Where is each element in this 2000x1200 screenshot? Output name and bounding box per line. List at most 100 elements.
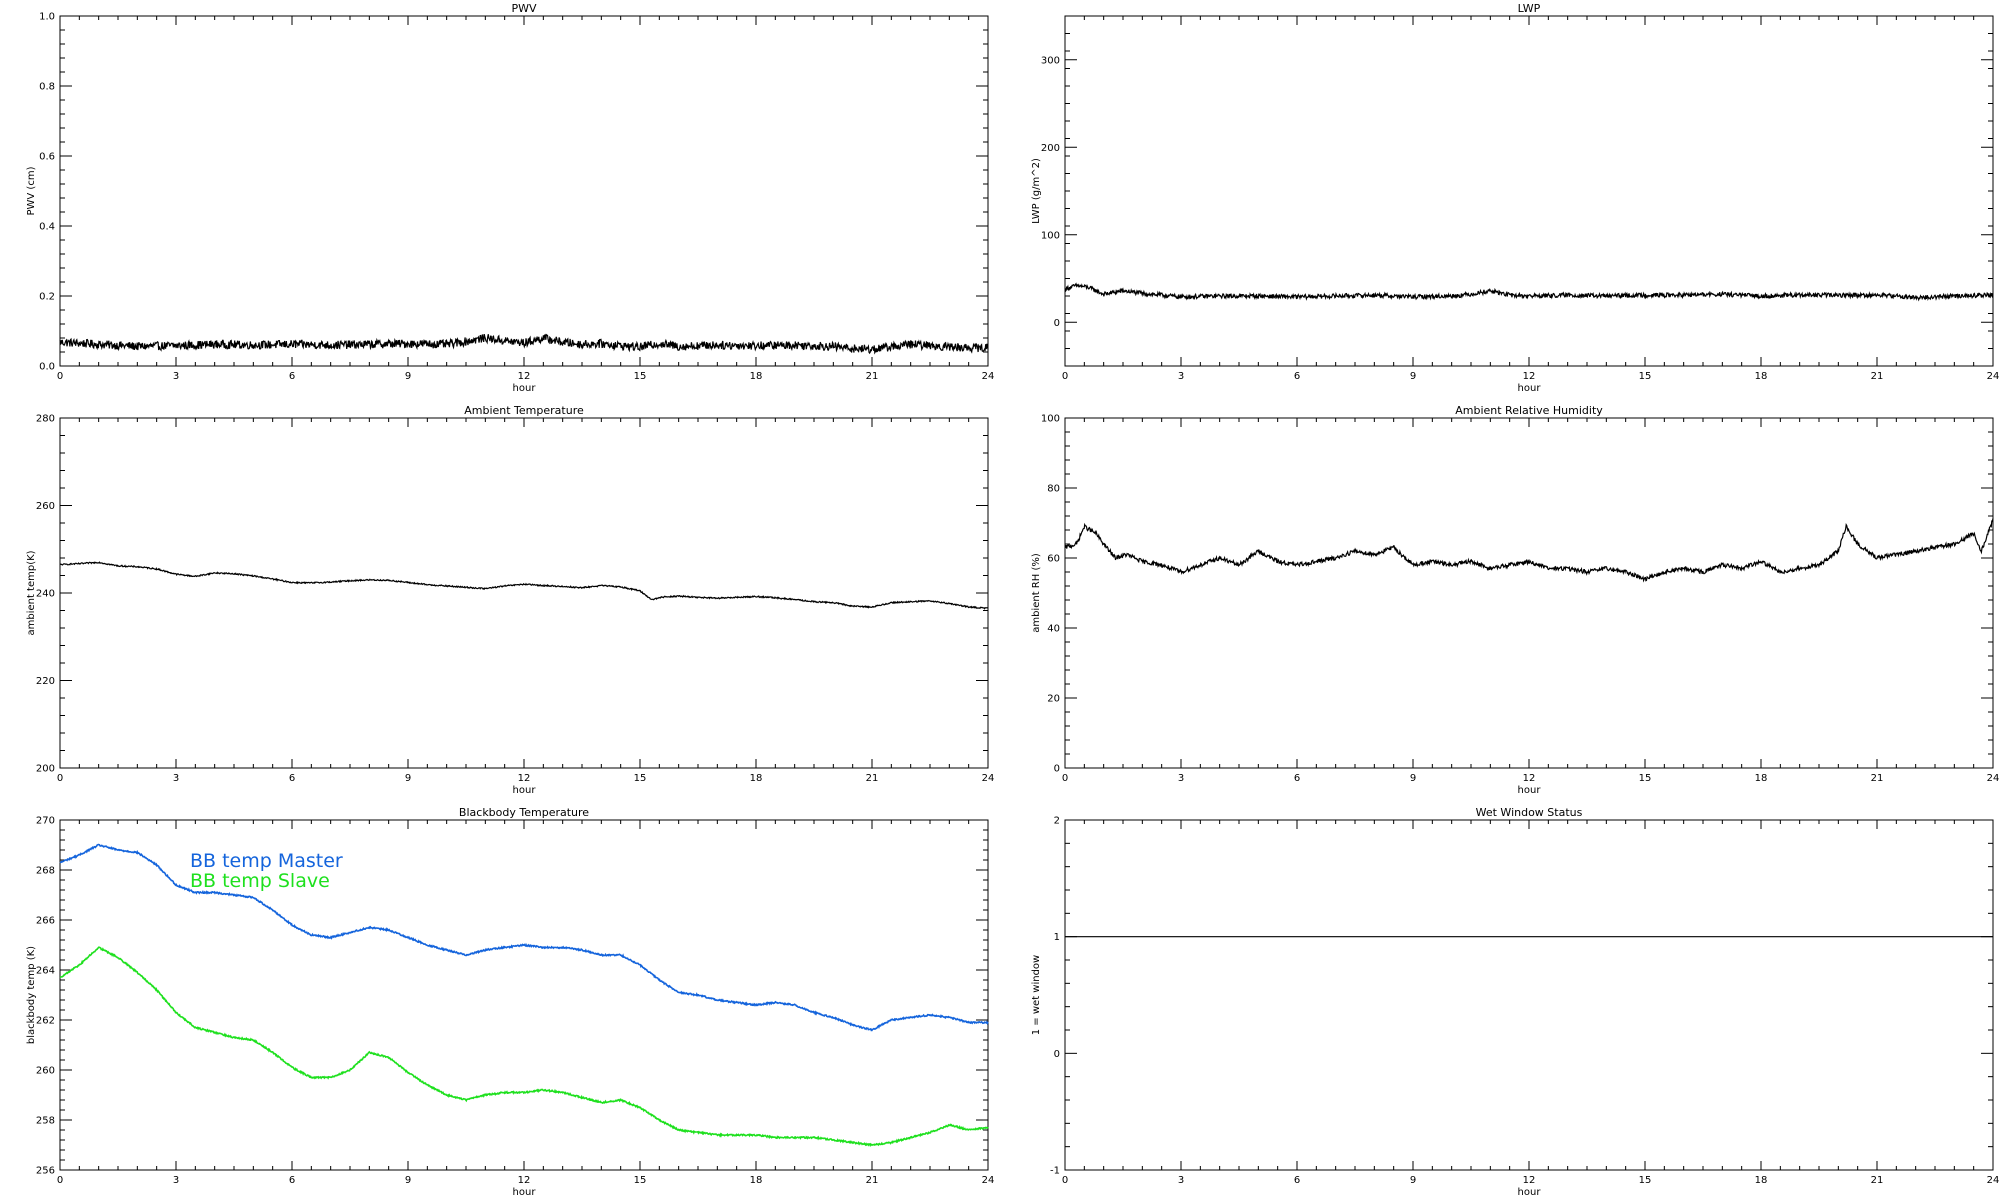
plot-frame [1064,15,1994,367]
x-axis-label: hour [513,383,537,394]
y-tick-label: 1.0 [39,12,55,23]
y-tick-label: 0.8 [39,82,55,93]
y-axis-label: LWP (g/m^2) [1031,158,1042,224]
chart-title: Ambient Temperature [464,404,584,417]
x-tick-label: 6 [1294,773,1300,784]
x-tick-label: 3 [1178,1175,1184,1186]
x-tick-label: 15 [634,1175,647,1186]
x-tick-label: 24 [1987,773,2000,784]
y-tick-label: 80 [1047,484,1060,495]
plot-frame [59,417,989,769]
y-tick-label: 0 [1054,1049,1060,1060]
y-tick-label: 100 [1041,230,1060,241]
x-tick-label: 9 [1410,773,1416,784]
x-tick-label: 6 [1294,371,1300,382]
x-tick-label: 18 [1755,371,1768,382]
x-tick-label: 12 [1523,371,1536,382]
x-tick-label: 9 [405,773,411,784]
x-tick-label: 21 [1871,773,1884,784]
series-line-1 [1064,282,1994,302]
x-tick-label: 15 [634,773,647,784]
y-tick-label: 280 [36,414,55,425]
y-tick-label: 20 [1047,694,1060,705]
x-tick-label: 6 [289,1175,295,1186]
x-tick-label: 15 [1639,371,1652,382]
x-tick-label: 18 [750,371,763,382]
x-tick-label: 21 [1871,371,1884,382]
y-tick-label: 40 [1047,624,1060,635]
chart-title: Wet Window Status [1476,806,1583,819]
y-tick-label: 258 [36,1116,55,1127]
plot-frame [59,15,989,367]
x-tick-label: 9 [1410,1175,1416,1186]
chart-panel-4: Ambient Relative Humidity 0 3 6 9 12 15 18 21 24 0… [1031,404,1999,796]
y-axis-label: blackbody temp (K) [26,946,37,1044]
chart-panel-3: Ambient Temperature 0 3 6 9 12 15 18 21 24 200 220 2… [26,404,994,796]
y-axis-label: ambient temp(K) [26,550,37,635]
series-line-1 [59,843,989,1032]
y-tick-label: 200 [1041,143,1060,154]
x-tick-label: 18 [1755,773,1768,784]
y-axis-label: 1 = wet window [1031,955,1042,1035]
series-line-1 [59,333,989,355]
x-tick-label: 24 [982,1175,995,1186]
x-tick-label: 15 [1639,1175,1652,1186]
y-tick-label: 268 [36,866,55,877]
x-tick-label: 6 [289,371,295,382]
y-tick-label: 100 [1041,414,1060,425]
x-tick-label: 12 [518,773,531,784]
x-tick-label: 9 [405,1175,411,1186]
x-axis-label: hour [513,785,537,796]
x-tick-label: 18 [1755,1175,1768,1186]
x-tick-label: 6 [289,773,295,784]
chart-title: Ambient Relative Humidity [1455,404,1603,417]
y-tick-label: 300 [1041,55,1060,66]
y-tick-label: 0 [1054,764,1060,775]
x-tick-label: 0 [1062,1175,1068,1186]
x-tick-label: 24 [982,773,995,784]
x-tick-label: 18 [750,773,763,784]
x-tick-label: 6 [1294,1175,1300,1186]
x-tick-label: 12 [1523,1175,1536,1186]
x-tick-label: 3 [1178,371,1184,382]
x-tick-label: 24 [1987,371,2000,382]
x-tick-label: 15 [1639,773,1652,784]
chart-title: LWP [1518,2,1541,15]
y-tick-label: 0.6 [39,152,55,163]
x-axis-label: hour [1518,1187,1542,1198]
series-line-2 [59,946,989,1148]
series-line-1 [59,561,989,610]
y-axis-label: ambient RH (%) [1031,553,1042,633]
y-tick-label: -1 [1050,1166,1060,1177]
x-tick-label: 3 [173,371,179,382]
x-tick-label: 3 [173,1175,179,1186]
x-tick-label: 0 [57,1175,63,1186]
y-tick-label: 0 [1054,318,1060,329]
x-tick-label: 9 [1410,371,1416,382]
y-tick-label: 220 [36,676,55,687]
x-tick-label: 0 [57,371,63,382]
y-tick-label: 0.2 [39,292,55,303]
y-tick-label: 200 [36,764,55,775]
chart-panel-2: LWP 0 3 6 9 12 15 18 21 24 0 100 200 300 hour LWP (g/m^… [1031,2,1999,394]
y-tick-label: 2 [1054,816,1060,827]
y-axis-label: PWV (cm) [26,166,37,215]
x-axis-label: hour [1518,383,1542,394]
legend-entry-2: BB temp Slave [190,870,330,892]
plot-frame [1064,417,1994,769]
y-tick-label: 264 [36,966,55,977]
y-tick-label: 260 [36,1066,55,1077]
x-tick-label: 0 [1062,371,1068,382]
y-tick-label: 270 [36,816,55,827]
y-tick-label: 60 [1047,554,1060,565]
x-tick-label: 12 [1523,773,1536,784]
y-tick-label: 1 [1054,932,1060,943]
x-tick-label: 21 [866,773,879,784]
x-tick-label: 18 [750,1175,763,1186]
x-tick-label: 12 [518,1175,531,1186]
chart-title: PWV [511,2,537,15]
y-tick-label: 0.0 [39,362,55,373]
legend-entry-1: BB temp Master [190,850,343,872]
